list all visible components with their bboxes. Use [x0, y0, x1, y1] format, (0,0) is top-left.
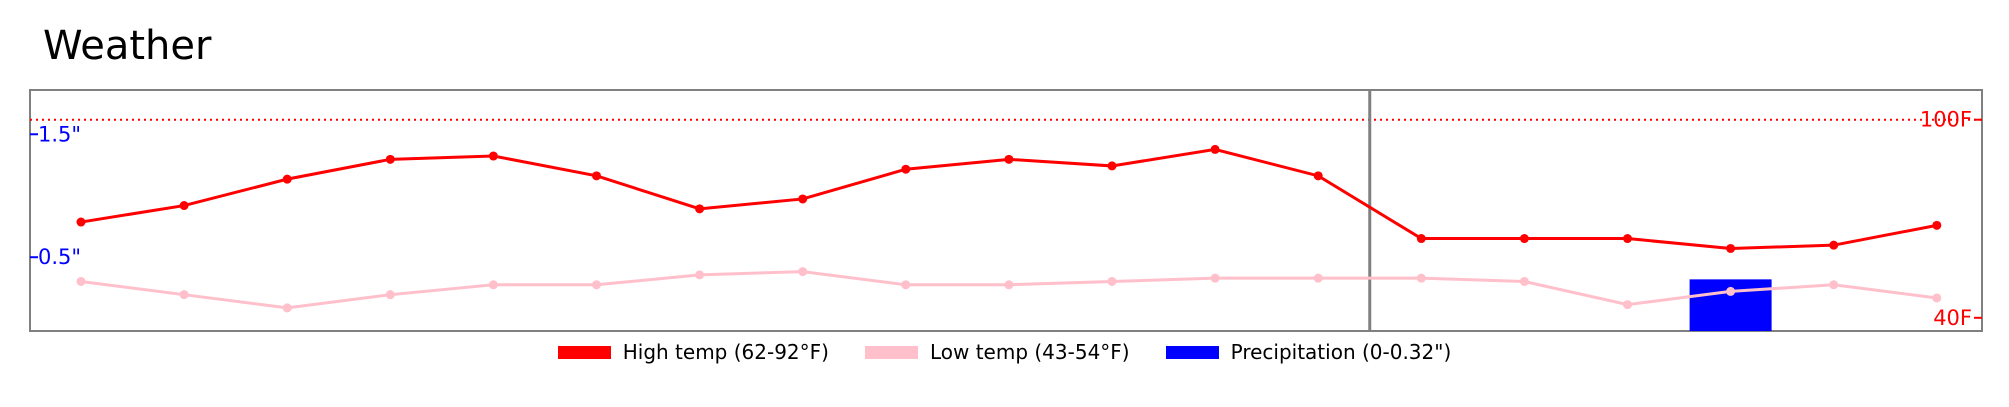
series-point-0 — [1519, 234, 1529, 244]
legend-label-low: Low temp (43-54°F) — [929, 340, 1130, 364]
series-point-0 — [1107, 161, 1117, 171]
legend-item-low: Low temp (43-54°F) — [864, 340, 1130, 364]
series-point-1 — [1519, 276, 1529, 286]
series-point-0 — [1210, 144, 1220, 154]
legend-swatch-precip — [1165, 345, 1219, 359]
series-point-1 — [385, 290, 395, 300]
series-point-0 — [385, 154, 395, 164]
series-point-1 — [1416, 273, 1426, 283]
chart-title: Weather — [43, 23, 212, 69]
plot-area: 100F 40F 1.5" 0.5" — [29, 89, 1983, 332]
series-point-1 — [798, 267, 808, 277]
legend: High temp (62-92°F) Low temp (43-54°F) P… — [0, 340, 2009, 364]
series-point-0 — [695, 204, 705, 214]
series-point-1 — [488, 280, 498, 290]
series-point-1 — [1107, 276, 1117, 286]
series-point-0 — [1623, 234, 1632, 244]
legend-label-precip: Precipitation (0-0.32") — [1230, 340, 1452, 364]
plot-frame — [29, 89, 1983, 332]
series-point-1 — [695, 270, 705, 280]
series-point-1 — [1004, 280, 1014, 290]
series-point-1 — [1313, 273, 1323, 283]
series-point-1 — [901, 280, 911, 290]
series-line-1 — [80, 270, 1937, 310]
series-point-0 — [1932, 220, 1942, 230]
precip-tick-label: 1.5" — [38, 122, 81, 146]
legend-swatch-low — [864, 345, 918, 359]
series-point-1 — [1210, 273, 1220, 283]
series-line-0 — [80, 147, 1938, 250]
series-point-0 — [1726, 243, 1736, 253]
series-point-0 — [1004, 154, 1014, 164]
temp-tick-label: 40F — [1933, 306, 1972, 330]
legend-item-precip: Precipitation (0-0.32") — [1165, 340, 1452, 364]
series-point-1 — [76, 276, 86, 286]
series-point-1 — [592, 280, 601, 290]
series-point-1 — [282, 303, 292, 313]
legend-item-high: High temp (62-92°F) — [557, 340, 829, 364]
series-point-0 — [1416, 234, 1426, 244]
series-point-0 — [488, 151, 498, 161]
series-point-0 — [1829, 240, 1839, 250]
series-point-0 — [1313, 171, 1323, 181]
series-point-1 — [1623, 300, 1632, 310]
series-point-0 — [901, 164, 911, 174]
legend-label-high: High temp (62-92°F) — [622, 340, 829, 364]
series-point-1 — [1932, 293, 1942, 303]
precip-tick-label: 0.5" — [38, 245, 81, 269]
series-point-1 — [1829, 280, 1839, 290]
series-point-0 — [179, 201, 189, 211]
temp-tick-label: 100F — [1920, 108, 1972, 132]
legend-swatch-high — [557, 345, 611, 359]
series-point-0 — [76, 217, 86, 227]
series-point-1 — [1726, 286, 1736, 296]
series-point-0 — [798, 194, 808, 204]
series-point-1 — [179, 290, 189, 300]
series-point-0 — [592, 171, 601, 181]
series-point-0 — [282, 174, 292, 184]
